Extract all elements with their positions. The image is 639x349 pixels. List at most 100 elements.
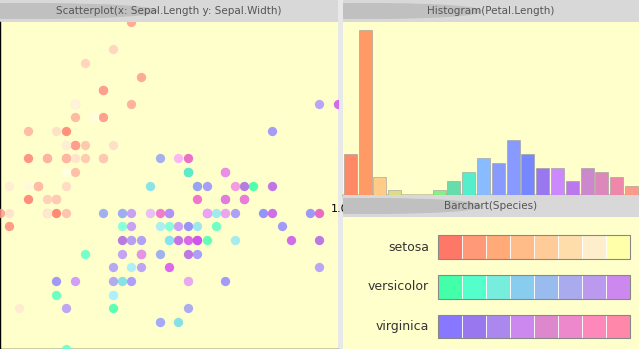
- Point: [192, 224, 203, 229]
- Point: [98, 210, 109, 216]
- Bar: [373, 177, 387, 195]
- Point: [249, 183, 259, 188]
- Point: [155, 319, 165, 325]
- Bar: [510, 236, 534, 259]
- Point: [61, 210, 71, 216]
- Bar: [447, 181, 460, 195]
- Point: [164, 237, 174, 243]
- Bar: [462, 236, 486, 259]
- Point: [107, 278, 118, 284]
- Bar: [558, 236, 582, 259]
- Point: [145, 210, 155, 216]
- Point: [192, 183, 203, 188]
- Bar: [438, 275, 630, 299]
- Point: [183, 224, 193, 229]
- Point: [135, 251, 146, 257]
- Point: [42, 210, 52, 216]
- Point: [98, 87, 109, 93]
- Bar: [536, 168, 549, 195]
- Point: [23, 183, 33, 188]
- Point: [155, 155, 165, 161]
- Point: [239, 183, 249, 188]
- Point: [145, 210, 155, 216]
- Bar: [344, 154, 357, 195]
- Point: [192, 251, 203, 257]
- Point: [192, 237, 203, 243]
- Point: [164, 210, 174, 216]
- Bar: [558, 275, 582, 299]
- Bar: [606, 236, 630, 259]
- Point: [267, 210, 277, 216]
- Point: [51, 196, 61, 202]
- Bar: [534, 236, 558, 259]
- Point: [192, 237, 203, 243]
- Point: [220, 278, 231, 284]
- Point: [135, 251, 146, 257]
- Point: [42, 155, 52, 161]
- Point: [220, 196, 231, 202]
- Bar: [534, 315, 558, 339]
- Point: [220, 210, 231, 216]
- Point: [135, 251, 146, 257]
- Point: [0, 210, 5, 216]
- Point: [79, 142, 89, 147]
- Point: [127, 265, 137, 270]
- Point: [61, 128, 71, 134]
- Point: [51, 278, 61, 284]
- Point: [183, 237, 193, 243]
- Point: [220, 169, 231, 174]
- Point: [70, 114, 81, 120]
- Point: [155, 210, 165, 216]
- Point: [51, 292, 61, 297]
- Point: [192, 183, 203, 188]
- Bar: [610, 177, 623, 195]
- Point: [183, 278, 193, 284]
- Bar: [433, 191, 445, 195]
- Circle shape: [0, 4, 139, 18]
- Point: [164, 265, 174, 270]
- Point: [127, 101, 137, 106]
- Bar: [486, 236, 510, 259]
- Point: [164, 210, 174, 216]
- Circle shape: [0, 4, 121, 18]
- Point: [61, 169, 71, 174]
- Bar: [358, 30, 371, 195]
- Text: Histogram(Petal.Length): Histogram(Petal.Length): [427, 6, 555, 16]
- Point: [51, 196, 61, 202]
- Point: [107, 305, 118, 311]
- Point: [183, 169, 193, 174]
- Point: [61, 142, 71, 147]
- Bar: [625, 186, 638, 195]
- Point: [267, 128, 277, 134]
- Bar: [581, 168, 594, 195]
- Point: [13, 305, 24, 311]
- Point: [61, 142, 71, 147]
- Circle shape: [275, 199, 465, 213]
- Point: [277, 224, 287, 229]
- Point: [173, 155, 183, 161]
- Point: [155, 251, 165, 257]
- Bar: [486, 275, 510, 299]
- Bar: [492, 163, 505, 195]
- Point: [70, 278, 81, 284]
- Point: [98, 155, 109, 161]
- Point: [4, 224, 15, 229]
- Point: [201, 210, 212, 216]
- Point: [201, 183, 212, 188]
- Bar: [606, 275, 630, 299]
- Point: [23, 155, 33, 161]
- Point: [42, 196, 52, 202]
- Point: [220, 196, 231, 202]
- Bar: [388, 191, 401, 195]
- Point: [107, 265, 118, 270]
- Circle shape: [260, 199, 450, 213]
- Bar: [510, 315, 534, 339]
- Point: [127, 237, 137, 243]
- Bar: [521, 154, 534, 195]
- Point: [117, 278, 127, 284]
- Point: [258, 210, 268, 216]
- Point: [61, 183, 71, 188]
- Point: [107, 292, 118, 297]
- Point: [314, 101, 325, 106]
- Point: [98, 155, 109, 161]
